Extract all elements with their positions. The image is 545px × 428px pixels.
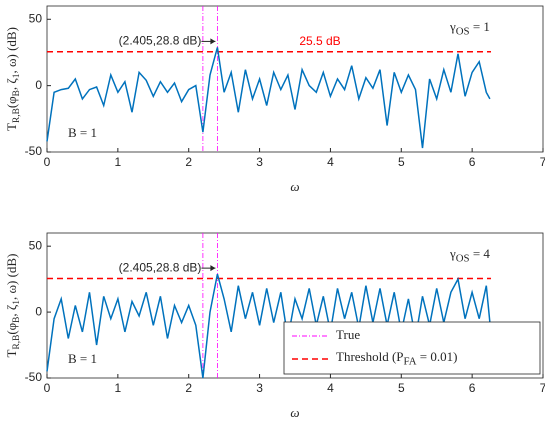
- y-axis-label-sub: R,B: [12, 335, 22, 350]
- x-axis-label: ω: [290, 179, 299, 194]
- y-axis-label-part: T: [4, 349, 19, 357]
- y-tick-label: -50: [25, 144, 43, 158]
- x-tick-label: 1: [115, 381, 122, 395]
- y-axis-label-sub: 1: [12, 300, 22, 305]
- gamma-label-part: γ: [449, 19, 456, 34]
- peak-annotation: (2.405,28.8 dB): [119, 260, 202, 274]
- legend-threshold-label-part: = 0.01): [417, 349, 458, 364]
- annotation-arrowhead: [210, 38, 216, 45]
- legend-threshold-label: Threshold (PFA = 0.01): [336, 349, 457, 368]
- x-tick-label: 5: [398, 381, 405, 395]
- y-axis-label-part: (φ: [4, 96, 19, 108]
- data-line: [46, 47, 491, 149]
- y-axis-label: TR,B(φB, ζ1, ω) (dB): [4, 254, 22, 358]
- threshold-label: 25.5 dB: [299, 34, 340, 48]
- x-axis-label: ω: [290, 405, 299, 420]
- gamma-label: γOS = 4: [449, 246, 490, 265]
- x-tick-label: 3: [256, 381, 263, 395]
- legend-threshold-label-part: Threshold (P: [336, 349, 404, 364]
- y-axis-label: TR,B(φB, ζ1, ω) (dB): [4, 27, 22, 131]
- y-axis-label-sub: 1: [12, 73, 22, 78]
- x-tick-label: 3: [256, 155, 263, 169]
- b-label: B = 1: [68, 125, 97, 140]
- y-tick-label: 0: [35, 304, 42, 318]
- x-tick-label: 4: [327, 155, 334, 169]
- x-tick-label: 2: [185, 381, 192, 395]
- peak-annotation: (2.405,28.8 dB): [119, 34, 202, 48]
- y-tick-label: 50: [29, 11, 43, 25]
- gamma-label-sub: OS: [456, 253, 470, 265]
- y-tick-label: 0: [35, 78, 42, 92]
- y-tick-label: 50: [29, 238, 43, 252]
- x-tick-label: 0: [44, 381, 51, 395]
- x-tick-label: 6: [469, 155, 476, 169]
- gamma-label-sub: OS: [456, 26, 470, 38]
- x-tick-label: 6: [469, 381, 476, 395]
- b-label: B = 1: [68, 351, 97, 366]
- y-axis-label-part: (φ: [4, 323, 19, 335]
- y-axis-label-part: , ω) (dB): [4, 254, 19, 300]
- x-tick-label: 4: [327, 381, 334, 395]
- y-axis-label-part: , ζ: [4, 304, 19, 317]
- y-axis-label-part: , ζ: [4, 78, 19, 91]
- legend-true-label: True: [336, 327, 360, 342]
- annotation-arrowhead: [210, 265, 216, 272]
- legend-box: [283, 321, 541, 375]
- y-axis-label-part: T: [4, 123, 19, 131]
- x-tick-label: 7: [540, 155, 545, 169]
- y-axis-label-sub: B: [12, 317, 22, 323]
- axes-box: [46, 5, 544, 153]
- x-tick-label: 1: [115, 155, 122, 169]
- gamma-label: γOS = 1: [449, 19, 490, 38]
- x-tick-label: 7: [540, 381, 545, 395]
- y-axis-label-sub: R,B: [12, 108, 22, 123]
- x-tick-label: 5: [398, 155, 405, 169]
- data-line: [46, 273, 491, 379]
- gamma-label-part: = 1: [470, 19, 490, 34]
- gamma-label-part: γ: [449, 246, 456, 261]
- legend-threshold-label-sub: FA: [404, 356, 417, 368]
- y-tick-label: -50: [25, 370, 43, 384]
- x-tick-label: 2: [185, 155, 192, 169]
- gamma-label-part: = 4: [470, 246, 491, 261]
- x-tick-label: 0: [44, 155, 51, 169]
- y-axis-label-part: , ω) (dB): [4, 27, 19, 73]
- y-axis-label-sub: B: [12, 90, 22, 96]
